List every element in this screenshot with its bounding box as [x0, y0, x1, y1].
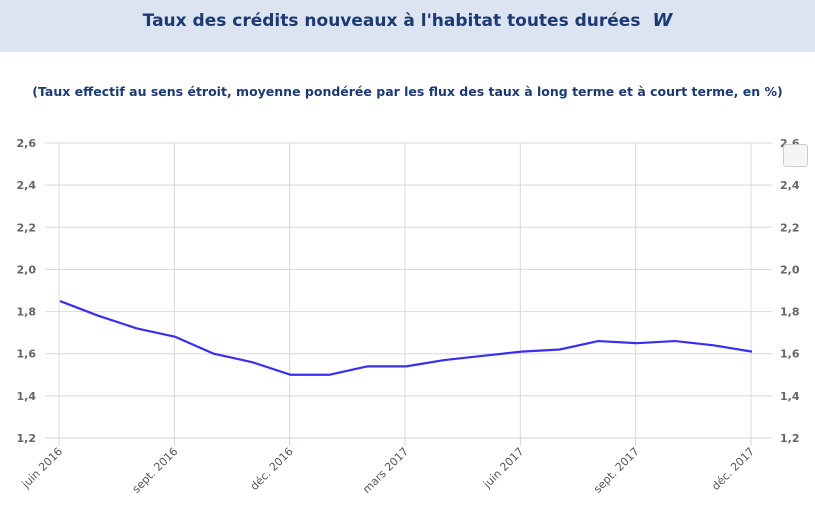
y-tick-label-left: 2,4 — [17, 179, 37, 192]
y-tick-label-left: 1,8 — [17, 306, 37, 319]
y-tick-label-right: 2,2 — [780, 221, 800, 234]
chart-title-text: Taux des crédits nouveaux à l'habitat to… — [142, 11, 641, 31]
y-tick-label-left: 2,2 — [17, 221, 37, 234]
logo-icon: W — [652, 10, 673, 31]
y-tick-label-left: 1,4 — [17, 390, 37, 403]
x-tick-label: juin 2016 — [19, 445, 65, 491]
x-tick-label: juin 2017 — [480, 445, 526, 491]
y-tick-label-right: 1,6 — [780, 348, 800, 361]
chart-menu-button[interactable] — [783, 144, 808, 167]
y-tick-label-right: 1,8 — [780, 306, 800, 319]
y-tick-label-right: 1,4 — [780, 390, 800, 403]
y-tick-label-right: 1,2 — [780, 432, 800, 445]
x-tick-label: déc. 2017 — [709, 445, 757, 493]
x-tick-label: sept. 2017 — [591, 445, 642, 496]
chart-title: Taux des crédits nouveaux à l'habitat to… — [0, 10, 815, 31]
chart-subtitle: (Taux effectif au sens étroit, moyenne p… — [32, 84, 783, 99]
y-tick-label-left: 2,0 — [17, 263, 37, 276]
y-tick-label-left: 2,6 — [17, 137, 37, 150]
y-tick-label-right: 2,0 — [780, 263, 800, 276]
x-tick-label: sept. 2016 — [130, 445, 181, 496]
x-tick-label: déc. 2016 — [248, 445, 296, 493]
x-tick-label: mars 2017 — [360, 445, 411, 496]
y-tick-label-left: 1,2 — [17, 432, 37, 445]
series-line — [59, 300, 753, 376]
y-tick-label-left: 1,6 — [17, 348, 37, 361]
header-bar: Taux des crédits nouveaux à l'habitat to… — [0, 0, 815, 52]
y-tick-label-right: 2,4 — [780, 179, 800, 192]
